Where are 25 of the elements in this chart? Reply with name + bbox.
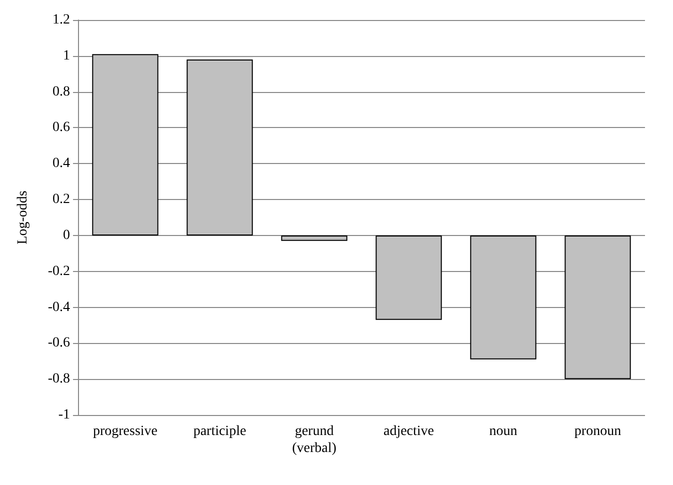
y-tick-label: -0.2 [48,264,70,279]
x-tick-label: gerund (verbal) [292,424,337,456]
bar [281,235,348,241]
x-tick-label: pronoun [574,424,622,439]
y-tick-label: -1 [58,408,70,422]
y-tick-label: 1 [63,48,70,64]
y-tick-label: 0 [63,228,70,243]
bar [186,60,253,236]
bar [470,235,536,360]
y-tick-label: -0.4 [48,300,70,315]
y-tick-label: -0.6 [48,336,70,351]
y-tick-label: 0.4 [52,156,70,172]
x-tick-label: progressive [92,424,158,439]
y-tick-label: 0.2 [52,192,70,208]
x-tick-label: adjective [383,424,434,439]
x-tick-label: participle [193,424,246,439]
y-tick-label: -0.8 [48,372,70,387]
bar [564,235,631,380]
y-tick-label: 0.8 [52,84,70,100]
bar [92,54,158,236]
y-tick-label: 0.6 [52,120,70,136]
x-tick-label: noun [489,424,518,439]
bar [376,235,442,320]
y-tick-label: 1.2 [52,12,70,28]
y-axis-title: Log-odds [16,190,30,244]
